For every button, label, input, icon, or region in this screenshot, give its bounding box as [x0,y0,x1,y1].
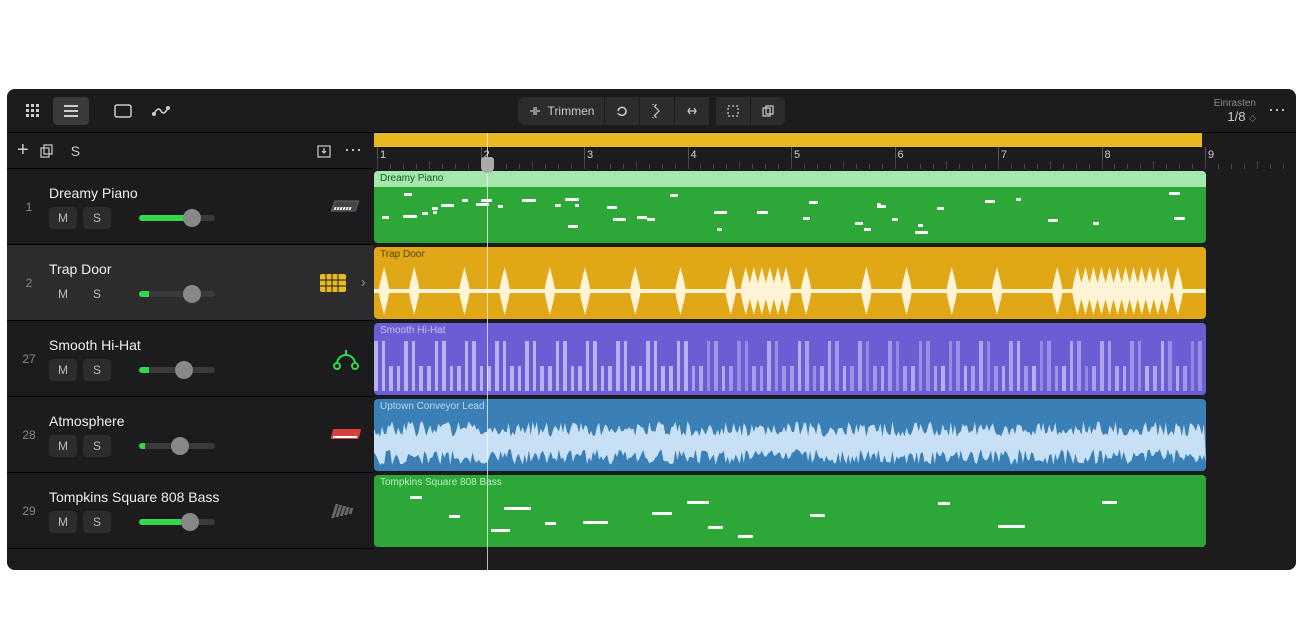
move-tool[interactable] [675,97,710,125]
track-number: 27 [13,352,45,366]
track-row[interactable]: 28 Atmosphere M S [7,397,374,473]
automation-icon[interactable] [143,97,179,125]
track-name: Trap Door [49,261,305,277]
volume-slider[interactable] [139,436,215,456]
region-label: Uptown Conveyor Lead [380,401,485,412]
ruler[interactable]: 1 2 3 4 5 6 7 8 9 [374,133,1296,169]
solo-button[interactable]: S [83,283,111,305]
trim-label: Trimmen [548,104,595,118]
split-tool[interactable] [640,97,675,125]
track-row[interactable]: 27 Smooth Hi-Hat M S [7,321,374,397]
region-row: Smooth Hi-Hat [374,321,1296,397]
window-icon[interactable] [105,97,141,125]
regions-area: Dreamy Piano Trap Door Smooth Hi-Hat Upt… [374,169,1296,570]
solo-all-button[interactable]: S [71,143,80,159]
snap-control[interactable]: Einrasten 1/8 ◇ [1214,98,1256,124]
mute-button[interactable]: M [49,511,77,533]
track-number: 29 [13,504,45,518]
mute-button[interactable]: M [49,283,77,305]
region-row: Uptown Conveyor Lead [374,397,1296,473]
track-row[interactable]: 2 Trap Door M S › [7,245,374,321]
region-label: Trap Door [380,249,425,260]
right-tools: Einrasten 1/8 ◇ ⋯ [1214,98,1288,124]
select-tool[interactable] [710,97,751,125]
main-body: + S ⋯ 1 Dreamy Piano M S [7,133,1296,570]
track-number: 28 [13,428,45,442]
grid-view-icon[interactable] [15,97,51,125]
track-name: Dreamy Piano [49,185,318,201]
trim-tool[interactable]: Trimmen [518,97,606,125]
playhead-marker-icon[interactable] [481,157,494,173]
instrument-icon[interactable] [305,272,361,294]
region[interactable]: Dreamy Piano [374,171,1206,243]
ruler-minor [374,155,1296,169]
track-sidebar: + S ⋯ 1 Dreamy Piano M S [7,133,374,570]
chevron-right-icon[interactable]: › [361,274,366,292]
playhead[interactable] [487,133,488,570]
mute-button[interactable]: M [49,435,77,457]
instrument-icon[interactable] [318,346,374,372]
volume-slider[interactable] [139,284,215,304]
region-label: Smooth Hi-Hat [380,325,446,336]
add-track-icon[interactable]: + [17,139,29,162]
more-icon[interactable]: ⋯ [1268,100,1288,121]
region[interactable]: Uptown Conveyor Lead [374,399,1206,471]
sidebar-more-icon[interactable]: ⋯ [344,140,364,161]
track-row[interactable]: 29 Tompkins Square 808 Bass M S [7,473,374,549]
display-group [105,97,179,125]
sidebar-header: + S ⋯ [7,133,374,169]
cycle-range[interactable] [374,133,1202,147]
solo-button[interactable]: S [83,359,111,381]
solo-button[interactable]: S [83,435,111,457]
import-icon[interactable] [316,143,332,159]
instrument-icon[interactable] [318,426,374,444]
edit-tools: Trimmen [518,97,786,125]
solo-button[interactable]: S [83,511,111,533]
duplicate-icon[interactable] [39,143,55,159]
region-row: Tompkins Square 808 Bass [374,473,1296,549]
tracks-list: 1 Dreamy Piano M S 2 Trap Door M S [7,169,374,549]
track-row[interactable]: 1 Dreamy Piano M S [7,169,374,245]
instrument-icon[interactable] [318,195,374,219]
timeline-area: 1 2 3 4 5 6 7 8 9 Dreamy Piano Trap Door… [374,133,1296,570]
daw-window: Trimmen Einrasten 1/8 ◇ ⋯ [7,89,1296,570]
list-view-icon[interactable] [53,97,89,125]
region-row: Trap Door [374,245,1296,321]
mute-button[interactable]: M [49,207,77,229]
instrument-icon[interactable] [318,500,374,522]
solo-button[interactable]: S [83,207,111,229]
region[interactable]: Smooth Hi-Hat [374,323,1206,395]
view-group [15,97,89,125]
mute-button[interactable]: M [49,359,77,381]
volume-slider[interactable] [139,208,215,228]
region[interactable]: Trap Door [374,247,1206,319]
track-name: Tompkins Square 808 Bass [49,489,318,505]
volume-slider[interactable] [139,360,215,380]
copy-tool[interactable] [751,97,785,125]
loop-tool[interactable] [605,97,640,125]
track-number: 2 [13,276,45,290]
region[interactable]: Tompkins Square 808 Bass [374,475,1206,547]
volume-slider[interactable] [139,512,215,532]
region-label: Tompkins Square 808 Bass [380,477,502,488]
top-toolbar: Trimmen Einrasten 1/8 ◇ ⋯ [7,89,1296,133]
track-name: Smooth Hi-Hat [49,337,318,353]
track-name: Atmosphere [49,413,318,429]
region-row: Dreamy Piano [374,169,1296,245]
region-label: Dreamy Piano [380,173,443,184]
track-number: 1 [13,200,45,214]
